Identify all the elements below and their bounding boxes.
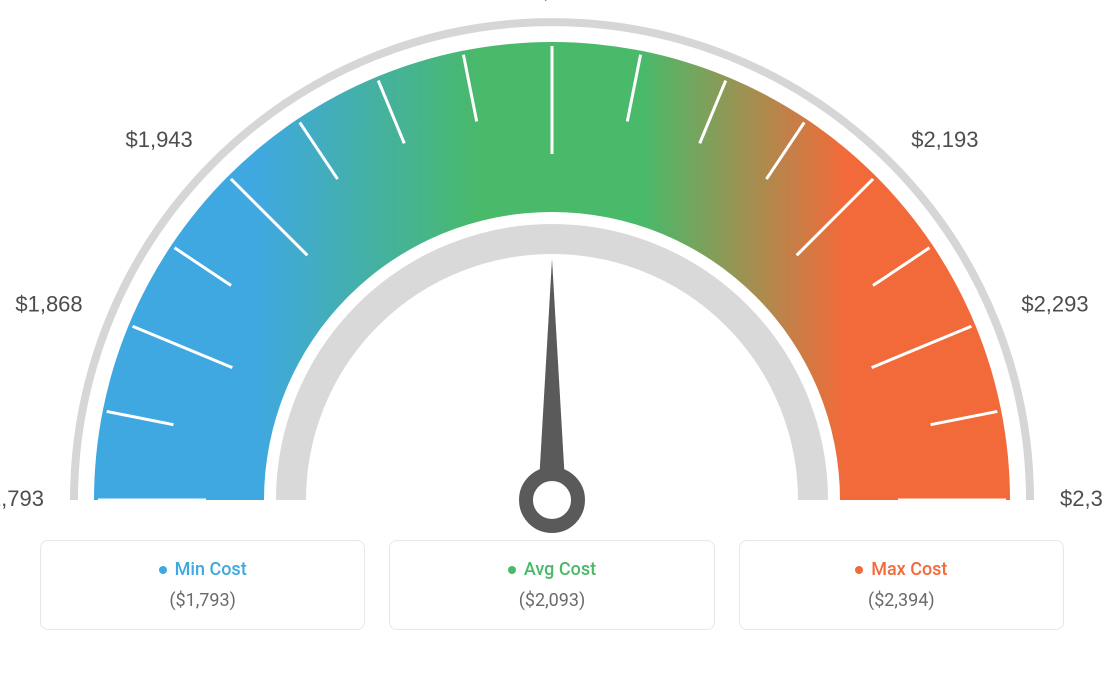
legend-value-avg: ($2,093) [519,590,586,611]
tick-label: $1,793 [0,486,44,511]
cost-gauge-chart: $1,793 $1,868 $1,943 $2,093 $2,193 $2,293 $2,3… [0,0,1104,690]
legend-card-min: Min Cost ($1,793) [40,540,365,630]
legend-title-min: Min Cost [175,559,247,580]
tick-label: $2,394 [1060,486,1104,511]
legend-title-max: Max Cost [871,559,947,580]
gauge-svg: $1,793 $1,868 $1,943 $2,093 $2,193 $2,293 $2,3… [0,0,1104,540]
legend-title-row: Avg Cost [508,559,596,580]
tick-label: $1,868 [15,292,82,317]
legend-bullet-avg [508,566,516,574]
legend-title-avg: Avg Cost [524,559,596,580]
needle-hub [526,474,578,526]
tick-label: $1,943 [125,127,192,152]
legend-title-row: Min Cost [159,559,247,580]
tick-label: $2,093 [518,0,585,3]
gauge-area: $1,793 $1,868 $1,943 $2,093 $2,193 $2,293 $2,3… [0,0,1104,540]
legend-card-max: Max Cost ($2,394) [739,540,1064,630]
legend-bullet-min [159,566,167,574]
needle [538,259,566,500]
legend-card-avg: Avg Cost ($2,093) [389,540,714,630]
legend-row: Min Cost ($1,793) Avg Cost ($2,093) Max … [0,540,1104,630]
legend-title-row: Max Cost [855,559,947,580]
legend-bullet-max [855,566,863,574]
legend-value-max: ($2,394) [868,590,935,611]
tick-label: $2,293 [1021,292,1088,317]
legend-value-min: ($1,793) [169,590,236,611]
tick-label: $2,193 [911,127,978,152]
